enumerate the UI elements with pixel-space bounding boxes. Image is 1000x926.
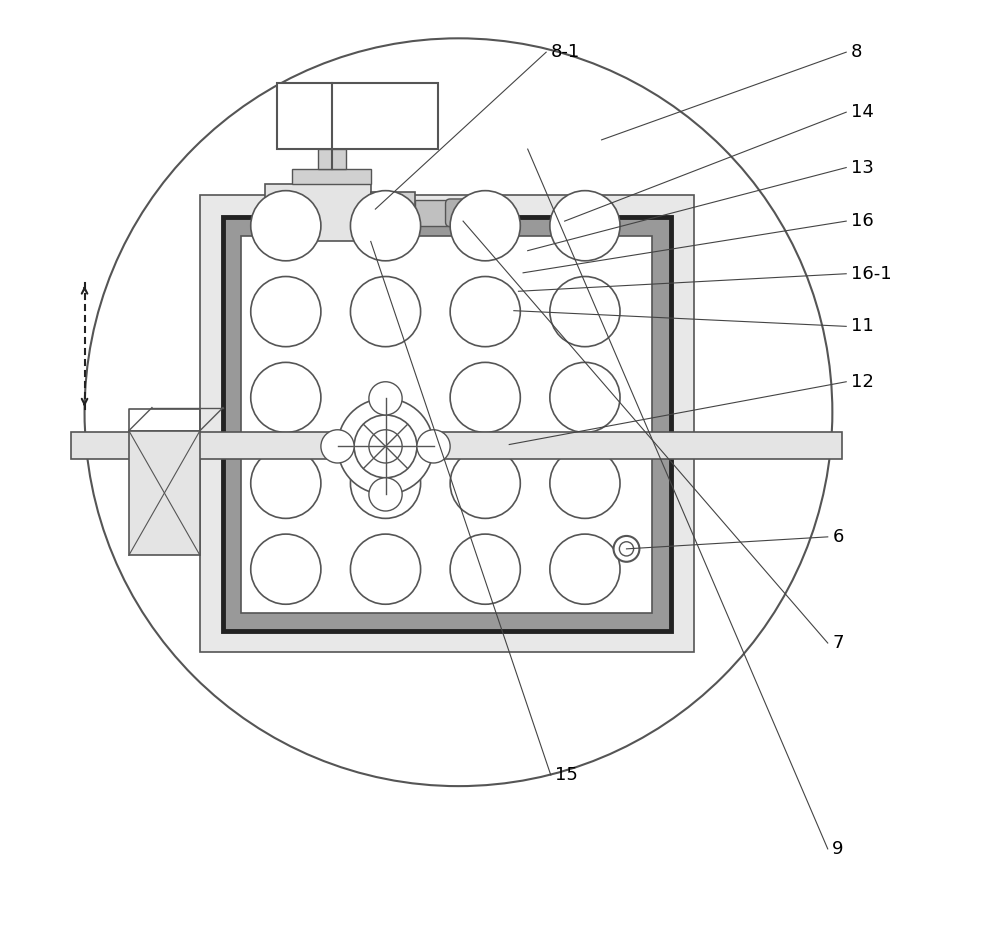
Circle shape	[550, 362, 620, 432]
Circle shape	[350, 448, 421, 519]
Circle shape	[369, 430, 402, 463]
Circle shape	[350, 191, 421, 261]
Circle shape	[417, 430, 450, 463]
Text: 16-1: 16-1	[851, 265, 891, 282]
Circle shape	[321, 430, 354, 463]
Circle shape	[338, 398, 434, 494]
Circle shape	[614, 536, 639, 562]
Circle shape	[354, 415, 417, 478]
Circle shape	[251, 191, 321, 261]
Bar	[371, 192, 415, 234]
Circle shape	[251, 448, 321, 519]
Circle shape	[550, 277, 620, 346]
Text: 8: 8	[851, 44, 862, 61]
Circle shape	[450, 534, 520, 605]
Circle shape	[450, 362, 520, 432]
Bar	[265, 184, 371, 242]
Text: 7: 7	[832, 634, 844, 652]
Text: 13: 13	[851, 158, 874, 177]
Bar	[241, 236, 652, 613]
Text: 14: 14	[851, 103, 874, 121]
Bar	[129, 431, 200, 556]
Text: 12: 12	[851, 373, 874, 391]
Bar	[277, 82, 438, 149]
Text: 6: 6	[832, 528, 844, 545]
Circle shape	[251, 362, 321, 432]
Circle shape	[350, 277, 421, 346]
Bar	[292, 169, 371, 184]
Bar	[200, 195, 694, 652]
Circle shape	[251, 277, 321, 346]
Circle shape	[550, 191, 620, 261]
Circle shape	[550, 534, 620, 605]
Circle shape	[450, 277, 520, 346]
Circle shape	[450, 448, 520, 519]
Text: 16: 16	[851, 212, 874, 231]
Circle shape	[550, 448, 620, 519]
Text: 11: 11	[851, 318, 874, 335]
Text: 15: 15	[555, 766, 578, 784]
Circle shape	[350, 534, 421, 605]
FancyBboxPatch shape	[446, 199, 473, 227]
Bar	[71, 432, 842, 459]
Bar	[223, 218, 671, 631]
Circle shape	[369, 382, 402, 415]
Circle shape	[450, 191, 520, 261]
Text: 8-1: 8-1	[551, 44, 580, 61]
Circle shape	[369, 478, 402, 511]
Circle shape	[251, 534, 321, 605]
Bar	[415, 200, 450, 226]
Text: 9: 9	[832, 840, 844, 857]
Bar	[318, 149, 346, 169]
